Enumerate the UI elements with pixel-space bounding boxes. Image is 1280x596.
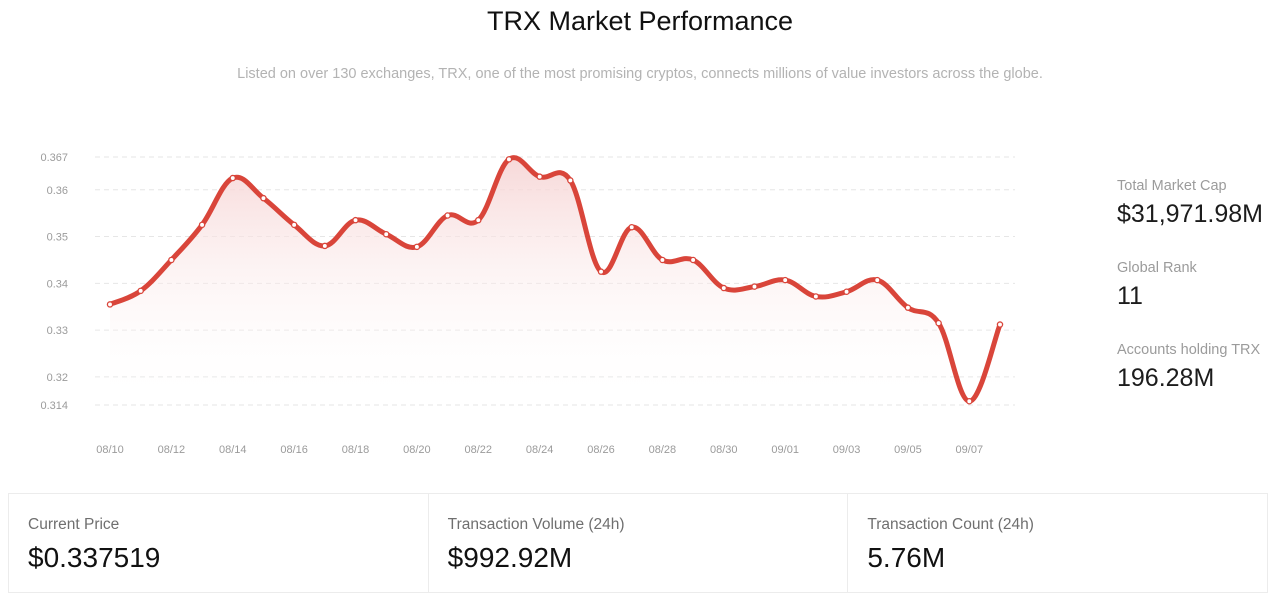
- data-points: [106, 156, 1004, 405]
- current-price-card: Current Price $0.337519: [9, 494, 429, 592]
- data-point: [689, 256, 697, 264]
- y-tick-label: 0.314: [40, 400, 68, 412]
- x-tick-label: 09/07: [956, 444, 984, 456]
- stat-value: 11: [1117, 282, 1143, 310]
- y-axis-ticks: 0.367 0.36 0.35 0.34 0.33 0.32 0.314: [40, 152, 68, 412]
- transaction-count-card: Transaction Count (24h) 5.76M: [848, 494, 1267, 592]
- data-point: [505, 156, 513, 163]
- data-point: [751, 283, 758, 290]
- x-axis-ticks: 08/10 08/12 08/14 08/16 08/18 08/20 08/22 08/24…: [96, 444, 983, 456]
- y-tick-label: 0.367: [40, 152, 68, 164]
- x-tick-label: 09/05: [894, 444, 922, 456]
- y-tick-label: 0.33: [47, 325, 68, 337]
- data-point: [382, 230, 390, 238]
- data-point: [137, 287, 144, 295]
- data-point: [628, 223, 635, 231]
- y-tick-label: 0.35: [47, 232, 68, 244]
- data-point: [935, 319, 942, 327]
- y-tick-label: 0.34: [47, 278, 68, 290]
- data-point: [198, 221, 206, 229]
- data-point: [966, 398, 973, 405]
- page-title: TRX Market Performance: [486, 6, 794, 36]
- data-point: [597, 268, 605, 275]
- x-tick-label: 08/14: [219, 444, 247, 456]
- data-point: [812, 293, 820, 300]
- stat-cards: Current Price $0.337519 Transaction Volu…: [8, 493, 1268, 593]
- y-tick-label: 0.32: [47, 372, 68, 384]
- data-point: [536, 173, 543, 180]
- data-point: [904, 304, 912, 311]
- data-point: [873, 276, 881, 284]
- page-subtitle: Listed on over 130 exchanges, TRX, one o…: [237, 66, 1043, 82]
- x-tick-label: 08/30: [710, 444, 738, 456]
- data-point: [781, 276, 789, 284]
- data-point: [413, 243, 421, 251]
- total-market-cap-stat: Total Market Cap $31,971.98M: [1117, 178, 1277, 260]
- stat-label: Total Market Cap: [1117, 178, 1227, 194]
- card-label: Transaction Volume (24h): [447, 516, 625, 533]
- x-tick-label: 08/18: [342, 444, 370, 456]
- y-tick-label: 0.36: [47, 185, 68, 197]
- price-area-fill: [110, 157, 1000, 405]
- stat-label: Global Rank: [1117, 260, 1197, 276]
- data-point: [567, 177, 574, 184]
- data-point: [996, 321, 1004, 328]
- x-tick-label: 08/28: [649, 444, 677, 456]
- x-tick-label: 08/16: [280, 444, 308, 456]
- data-point: [168, 256, 175, 264]
- data-point: [843, 288, 850, 296]
- card-value: $992.92M: [447, 542, 573, 573]
- x-tick-label: 08/22: [465, 444, 493, 456]
- x-tick-label: 09/03: [833, 444, 861, 456]
- data-point: [229, 174, 237, 182]
- side-stats: Total Market Cap $31,971.98M Global Rank…: [1117, 178, 1277, 424]
- stat-value: 196.28M: [1117, 364, 1215, 392]
- card-label: Transaction Count (24h): [867, 516, 1034, 533]
- x-tick-label: 08/26: [587, 444, 615, 456]
- card-value: 5.76M: [867, 542, 946, 573]
- x-tick-label: 08/10: [96, 444, 124, 456]
- data-point: [444, 212, 451, 219]
- accounts-holding-stat: Accounts holding TRX 196.28M: [1117, 342, 1277, 424]
- data-point: [106, 301, 114, 308]
- x-tick-label: 09/01: [771, 444, 799, 456]
- stat-value: $31,971.98M: [1117, 200, 1263, 228]
- data-point: [475, 216, 482, 224]
- data-point: [720, 284, 728, 292]
- stat-label: Accounts holding TRX: [1117, 342, 1261, 358]
- data-point: [260, 194, 267, 202]
- card-label: Current Price: [28, 516, 120, 533]
- x-tick-label: 08/20: [403, 444, 431, 456]
- global-rank-stat: Global Rank 11: [1117, 260, 1277, 342]
- transaction-volume-card: Transaction Volume (24h) $992.92M: [429, 494, 849, 592]
- data-point: [352, 216, 359, 224]
- card-value: $0.337519: [28, 542, 161, 573]
- data-point: [321, 242, 329, 250]
- x-tick-label: 08/24: [526, 444, 554, 456]
- data-point: [290, 221, 298, 229]
- data-point: [659, 256, 666, 264]
- x-tick-label: 08/12: [158, 444, 186, 456]
